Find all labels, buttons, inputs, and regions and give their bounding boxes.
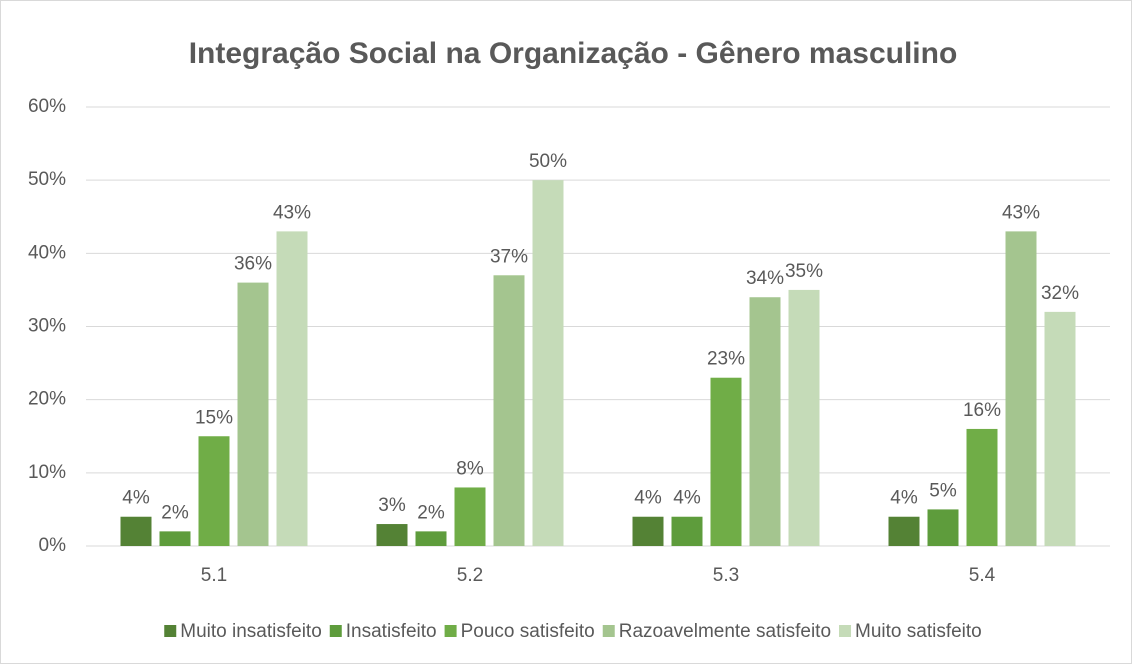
legend-swatch	[164, 625, 177, 637]
bar	[1005, 231, 1037, 546]
bar	[632, 516, 664, 546]
data-label: 23%	[707, 349, 745, 370]
bar	[493, 275, 525, 546]
data-label: 4%	[673, 488, 701, 509]
data-label: 50%	[529, 151, 567, 172]
legend-label: Pouco satisfeito	[461, 621, 595, 642]
y-tick-label: 0%	[39, 535, 67, 556]
data-label: 2%	[417, 502, 445, 523]
data-label: 4%	[890, 488, 918, 509]
y-tick-label: 20%	[28, 389, 66, 410]
data-label: 15%	[195, 407, 233, 428]
bar	[927, 509, 959, 546]
data-label: 35%	[785, 261, 823, 282]
data-label: 8%	[456, 458, 484, 479]
bar	[532, 180, 564, 546]
y-tick-label: 50%	[28, 169, 66, 190]
bar	[710, 377, 742, 546]
bar	[276, 231, 308, 546]
x-tick-label: 5.2	[457, 565, 483, 586]
data-label: 37%	[490, 246, 528, 267]
data-label: 4%	[634, 488, 662, 509]
legend-label: Muito satisfeito	[855, 621, 982, 642]
bar	[1044, 311, 1076, 546]
bar	[749, 297, 781, 546]
x-tick-label: 5.4	[969, 565, 996, 586]
bar	[415, 531, 447, 546]
legend-label: Muito insatisfeito	[180, 621, 322, 642]
legend-swatch	[602, 625, 615, 637]
bar	[671, 516, 703, 546]
y-tick-label: 10%	[28, 462, 66, 483]
legend-label: Razoavelmente satisfeito	[619, 621, 831, 642]
data-label: 3%	[378, 495, 406, 516]
data-label: 32%	[1041, 283, 1079, 304]
data-label: 43%	[273, 202, 311, 223]
bar	[159, 531, 191, 546]
bar	[198, 436, 230, 546]
data-label: 4%	[122, 488, 150, 509]
legend-swatch	[329, 625, 342, 637]
bar	[788, 289, 820, 546]
data-label: 43%	[1002, 202, 1040, 223]
legend-swatch	[444, 625, 457, 637]
legend-label: Insatisfeito	[346, 621, 437, 642]
bar	[376, 524, 408, 546]
y-tick-label: 30%	[28, 316, 66, 337]
chart-title: Integração Social na Organização - Gêner…	[189, 37, 958, 70]
x-tick-label: 5.3	[713, 565, 739, 586]
data-label: 2%	[161, 502, 189, 523]
bar	[966, 428, 998, 546]
bar	[888, 516, 920, 546]
data-label: 36%	[234, 254, 272, 275]
y-tick-label: 60%	[28, 96, 66, 117]
bar	[120, 516, 152, 546]
bar	[454, 487, 486, 546]
bar	[237, 282, 269, 546]
data-label: 16%	[963, 400, 1001, 421]
y-tick-label: 40%	[28, 242, 66, 263]
x-tick-label: 5.1	[201, 565, 227, 586]
data-label: 5%	[929, 480, 957, 501]
legend-swatch	[839, 625, 852, 637]
data-label: 34%	[746, 268, 784, 289]
